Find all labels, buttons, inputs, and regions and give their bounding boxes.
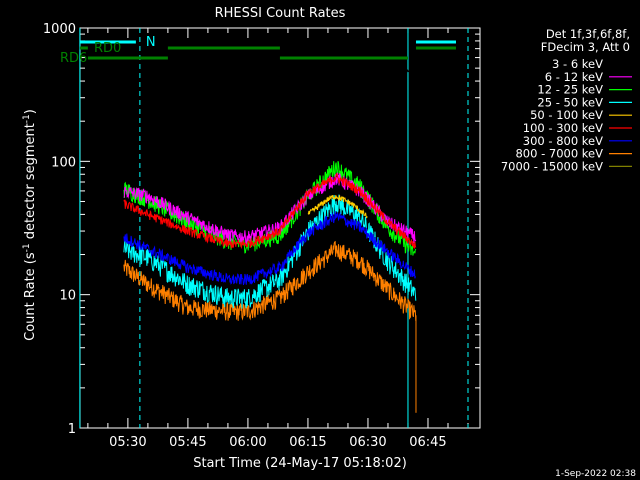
y-tick-label: 10 xyxy=(59,289,76,304)
legend-label-4: 50 - 100 keV xyxy=(530,108,603,122)
series-line-6 xyxy=(123,211,416,286)
x-axis-label: Start Time (24-May-17 05:18:02) xyxy=(193,456,407,471)
y-axis-label: Count Rate (s-1 detector segment-1) xyxy=(22,109,38,341)
legend-label-5: 100 - 300 keV xyxy=(523,121,603,135)
series-line-1 xyxy=(123,172,417,246)
legend-label-1: 6 - 12 keV xyxy=(545,70,603,84)
state-bar-label: RD0 xyxy=(94,41,121,56)
legend-label-8: 7000 - 15000 keV xyxy=(501,159,603,173)
y-tick-label: 1 xyxy=(68,422,76,437)
plot-area: 1 10 100 1000 05:30 05:45 06:00 06:15 06:30 06:45… xyxy=(43,22,481,450)
footer-date: 1-Sep-2022 02:38 xyxy=(555,469,636,479)
legend-header-line-1: Det 1f,3f,6f,8f, xyxy=(546,27,630,41)
legend: Det 1f,3f,6f,8f, FDecim 3, Att 0 3 - 6 k… xyxy=(501,27,632,173)
series-line-4 xyxy=(307,195,368,219)
y-label-part-1: -1 xyxy=(22,243,32,252)
y-label-part-3: -1 xyxy=(22,114,32,123)
legend-label-6: 300 - 800 keV xyxy=(523,134,603,148)
state-bar-label: N xyxy=(146,35,156,50)
chart-title: RHESSI Count Rates xyxy=(215,6,346,21)
legend-label-3: 25 - 50 keV xyxy=(537,95,603,109)
x-tick-label: 06:00 xyxy=(229,435,266,450)
x-tick-label: 06:30 xyxy=(349,435,386,450)
series-line-7 xyxy=(123,240,417,321)
legend-label-0: 3 - 6 keV xyxy=(552,57,603,71)
y-label-part-0: Count Rate (s xyxy=(23,252,38,341)
y-label-part-2: detector segment xyxy=(23,123,38,243)
x-tick-label: 05:30 xyxy=(109,435,146,450)
series-line-5 xyxy=(123,172,417,250)
legend-label-7: 800 - 7000 keV xyxy=(515,147,603,161)
x-tick-label: 05:45 xyxy=(169,435,206,450)
y-tick-label: 1000 xyxy=(43,22,76,37)
y-label-part-4: ) xyxy=(23,109,38,114)
legend-label-2: 12 - 25 keV xyxy=(537,83,603,97)
y-tick-label: 100 xyxy=(51,155,76,170)
legend-header-line-2: FDecim 3, Att 0 xyxy=(541,40,630,54)
series-line-0 xyxy=(123,62,417,74)
x-tick-label: 06:45 xyxy=(409,435,446,450)
x-tick-label: 06:15 xyxy=(289,435,326,450)
state-bar-label: RD6 xyxy=(60,51,87,66)
